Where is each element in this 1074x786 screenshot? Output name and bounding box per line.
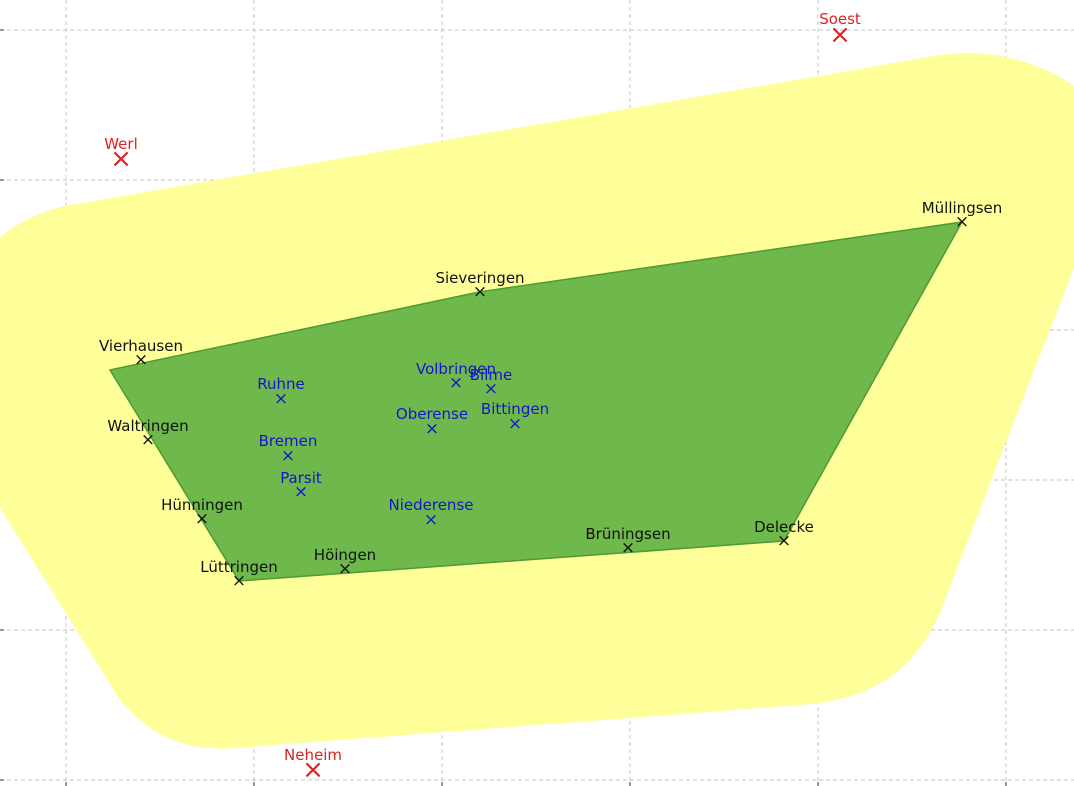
place-x-icon: ×	[425, 419, 439, 439]
interior-places-layer: × Volbringen × Bilme × Ruhne × Oberense …	[257, 360, 549, 530]
place-parsit[interactable]: × Parsit	[280, 469, 322, 502]
place-x-icon: ×	[195, 509, 209, 529]
place-x-icon: ×	[281, 446, 295, 466]
place-delecke[interactable]: × Delecke	[754, 518, 814, 551]
place-bittingen[interactable]: × Bittingen	[481, 400, 549, 434]
place-x-icon: ×	[449, 373, 463, 393]
place-x-icon: ×	[621, 538, 635, 558]
place-label: Volbringen	[416, 360, 496, 378]
place-x-icon: ×	[294, 482, 308, 502]
place-x-icon: ×	[338, 559, 352, 579]
place-label: Werl	[104, 135, 138, 153]
place-label: Soest	[819, 10, 861, 28]
place-vierhausen[interactable]: × Vierhausen	[99, 337, 183, 370]
place-label: Hünningen	[161, 496, 243, 514]
place-bilme[interactable]: × Bilme	[470, 366, 512, 399]
place-luettringen[interactable]: × Lüttringen	[200, 558, 277, 591]
place-x-icon: ×	[473, 282, 487, 302]
place-werl[interactable]: × Werl	[104, 135, 138, 174]
place-label: Oberense	[396, 405, 468, 423]
place-x-icon: ×	[829, 20, 851, 50]
place-x-icon: ×	[134, 350, 148, 370]
place-x-icon: ×	[424, 510, 438, 530]
place-x-icon: ×	[484, 379, 498, 399]
place-label: Brüningsen	[585, 525, 670, 543]
place-neheim[interactable]: × Neheim	[284, 746, 342, 785]
place-x-icon: ×	[232, 571, 246, 591]
place-label: Sieveringen	[435, 269, 524, 287]
place-niederense[interactable]: × Niederense	[389, 496, 474, 530]
place-label: Waltringen	[107, 417, 188, 435]
place-label: Höingen	[314, 546, 376, 564]
place-label: Neheim	[284, 746, 342, 764]
place-brueningsen[interactable]: × Brüningsen	[585, 525, 670, 558]
place-label: Delecke	[754, 518, 814, 536]
place-label: Bittingen	[481, 400, 549, 418]
place-x-icon: ×	[777, 531, 791, 551]
place-label: Lüttringen	[200, 558, 277, 576]
place-x-icon: ×	[302, 755, 324, 785]
place-x-icon: ×	[141, 430, 155, 450]
place-muellingsen[interactable]: × Müllingsen	[922, 199, 1003, 232]
boundary-places-layer: × Vierhausen × Sieveringen × Müllingsen …	[99, 199, 1002, 591]
place-x-icon: ×	[955, 212, 969, 232]
place-ruhne[interactable]: × Ruhne	[257, 375, 305, 409]
place-hoeingen[interactable]: × Höingen	[314, 546, 376, 579]
place-x-icon: ×	[110, 144, 132, 174]
place-huenningen[interactable]: × Hünningen	[161, 496, 243, 529]
hull-area	[108, 221, 964, 582]
place-oberense[interactable]: × Oberense	[396, 405, 468, 439]
place-label: Bremen	[259, 432, 318, 450]
place-x-icon: ×	[274, 389, 288, 409]
place-soest[interactable]: × Soest	[819, 10, 861, 50]
place-label: Ruhne	[257, 375, 305, 393]
place-sieveringen[interactable]: × Sieveringen	[435, 269, 524, 302]
place-x-icon: ×	[508, 414, 522, 434]
place-bremen[interactable]: × Bremen	[259, 432, 318, 466]
place-label: Müllingsen	[922, 199, 1003, 217]
place-label: Vierhausen	[99, 337, 183, 355]
outside-places-layer: × Soest × Werl × Neheim	[104, 10, 861, 785]
place-label: Parsit	[280, 469, 322, 487]
place-waltringen[interactable]: × Waltringen	[107, 417, 188, 450]
place-label: Niederense	[389, 496, 474, 514]
place-label: Bilme	[470, 366, 512, 384]
place-volbringen[interactable]: × Volbringen	[416, 360, 496, 393]
